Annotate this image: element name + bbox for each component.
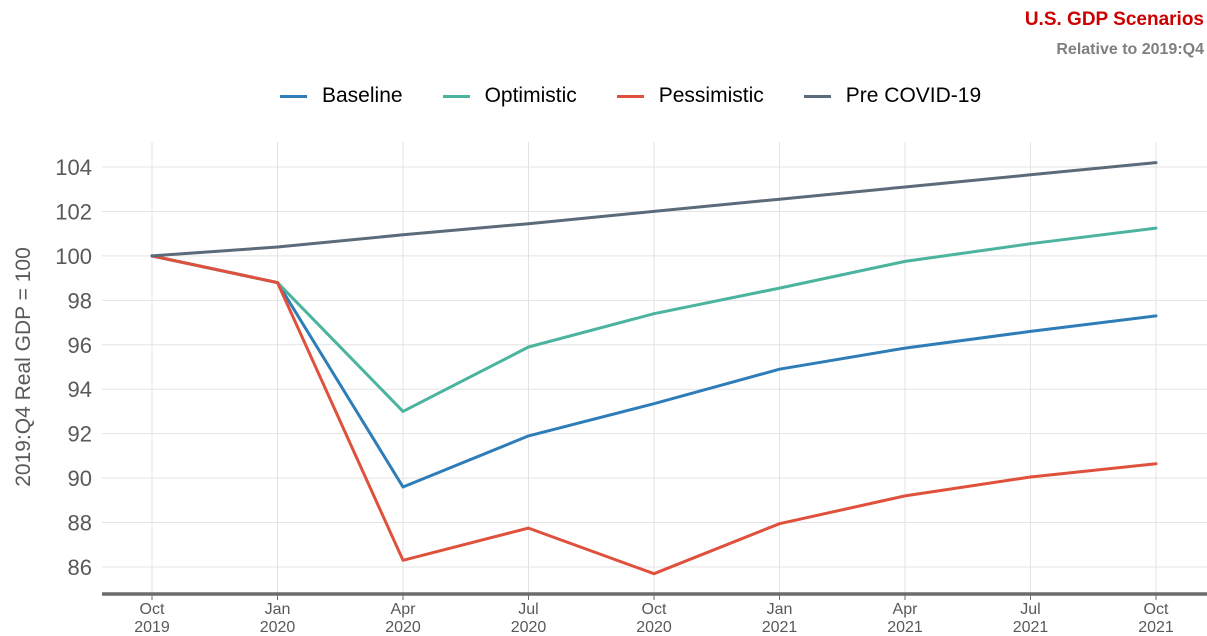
x-tick-label: Apr 2021 [887, 601, 923, 636]
y-tick-label: 100 [55, 244, 92, 269]
x-tick-label: Oct 2019 [134, 601, 170, 636]
x-tick-label: Jul 2021 [1013, 601, 1049, 636]
y-tick-label: 104 [55, 155, 92, 180]
chart-subtitle: Relative to 2019:Q4 [1056, 41, 1204, 58]
y-axis-title: 2019:Q4 Real GDP = 100 [12, 247, 35, 487]
series-line [150, 254, 1158, 489]
y-tick-label: 92 [68, 422, 92, 447]
x-tick-label: Apr 2020 [385, 601, 421, 636]
series-line [150, 254, 1158, 576]
legend-swatch [616, 94, 644, 98]
legend-item: Pre COVID-19 [803, 83, 982, 109]
x-tick-label: Jan 2020 [260, 601, 296, 636]
legend-label: Optimistic [484, 84, 577, 107]
x-tick-label: Oct 2021 [1138, 601, 1174, 636]
legend-label: Pessimistic [658, 84, 764, 107]
y-tick-label: 94 [68, 377, 92, 402]
legend-label: Baseline [322, 84, 403, 107]
x-tick-label: Oct 2020 [636, 601, 672, 636]
legend-swatch [803, 94, 831, 98]
y-tick-label: 96 [68, 333, 92, 358]
y-tick-label: 98 [68, 288, 92, 313]
y-tick-label: 86 [68, 555, 92, 580]
chart-title: U.S. GDP Scenarios [1024, 9, 1204, 30]
legend-item: Optimistic [442, 83, 577, 109]
x-tick-label: Jan 2021 [762, 601, 798, 636]
legend-swatch [280, 94, 307, 98]
legend-item: Pessimistic [616, 83, 764, 109]
y-tick-label: 102 [55, 199, 92, 224]
y-tick-label: 90 [68, 466, 92, 491]
legend-label: Pre COVID-19 [845, 84, 982, 107]
y-tick-label: 88 [68, 511, 92, 536]
legend-item: Baseline [280, 83, 403, 109]
legend-swatch [442, 94, 470, 98]
series-line [150, 226, 1158, 413]
chart-legend: Baseline Optimistic Pessimistic Pre COVID-1… [280, 83, 981, 109]
series-line [150, 161, 1158, 258]
x-tick-label: Jul 2020 [511, 601, 547, 636]
